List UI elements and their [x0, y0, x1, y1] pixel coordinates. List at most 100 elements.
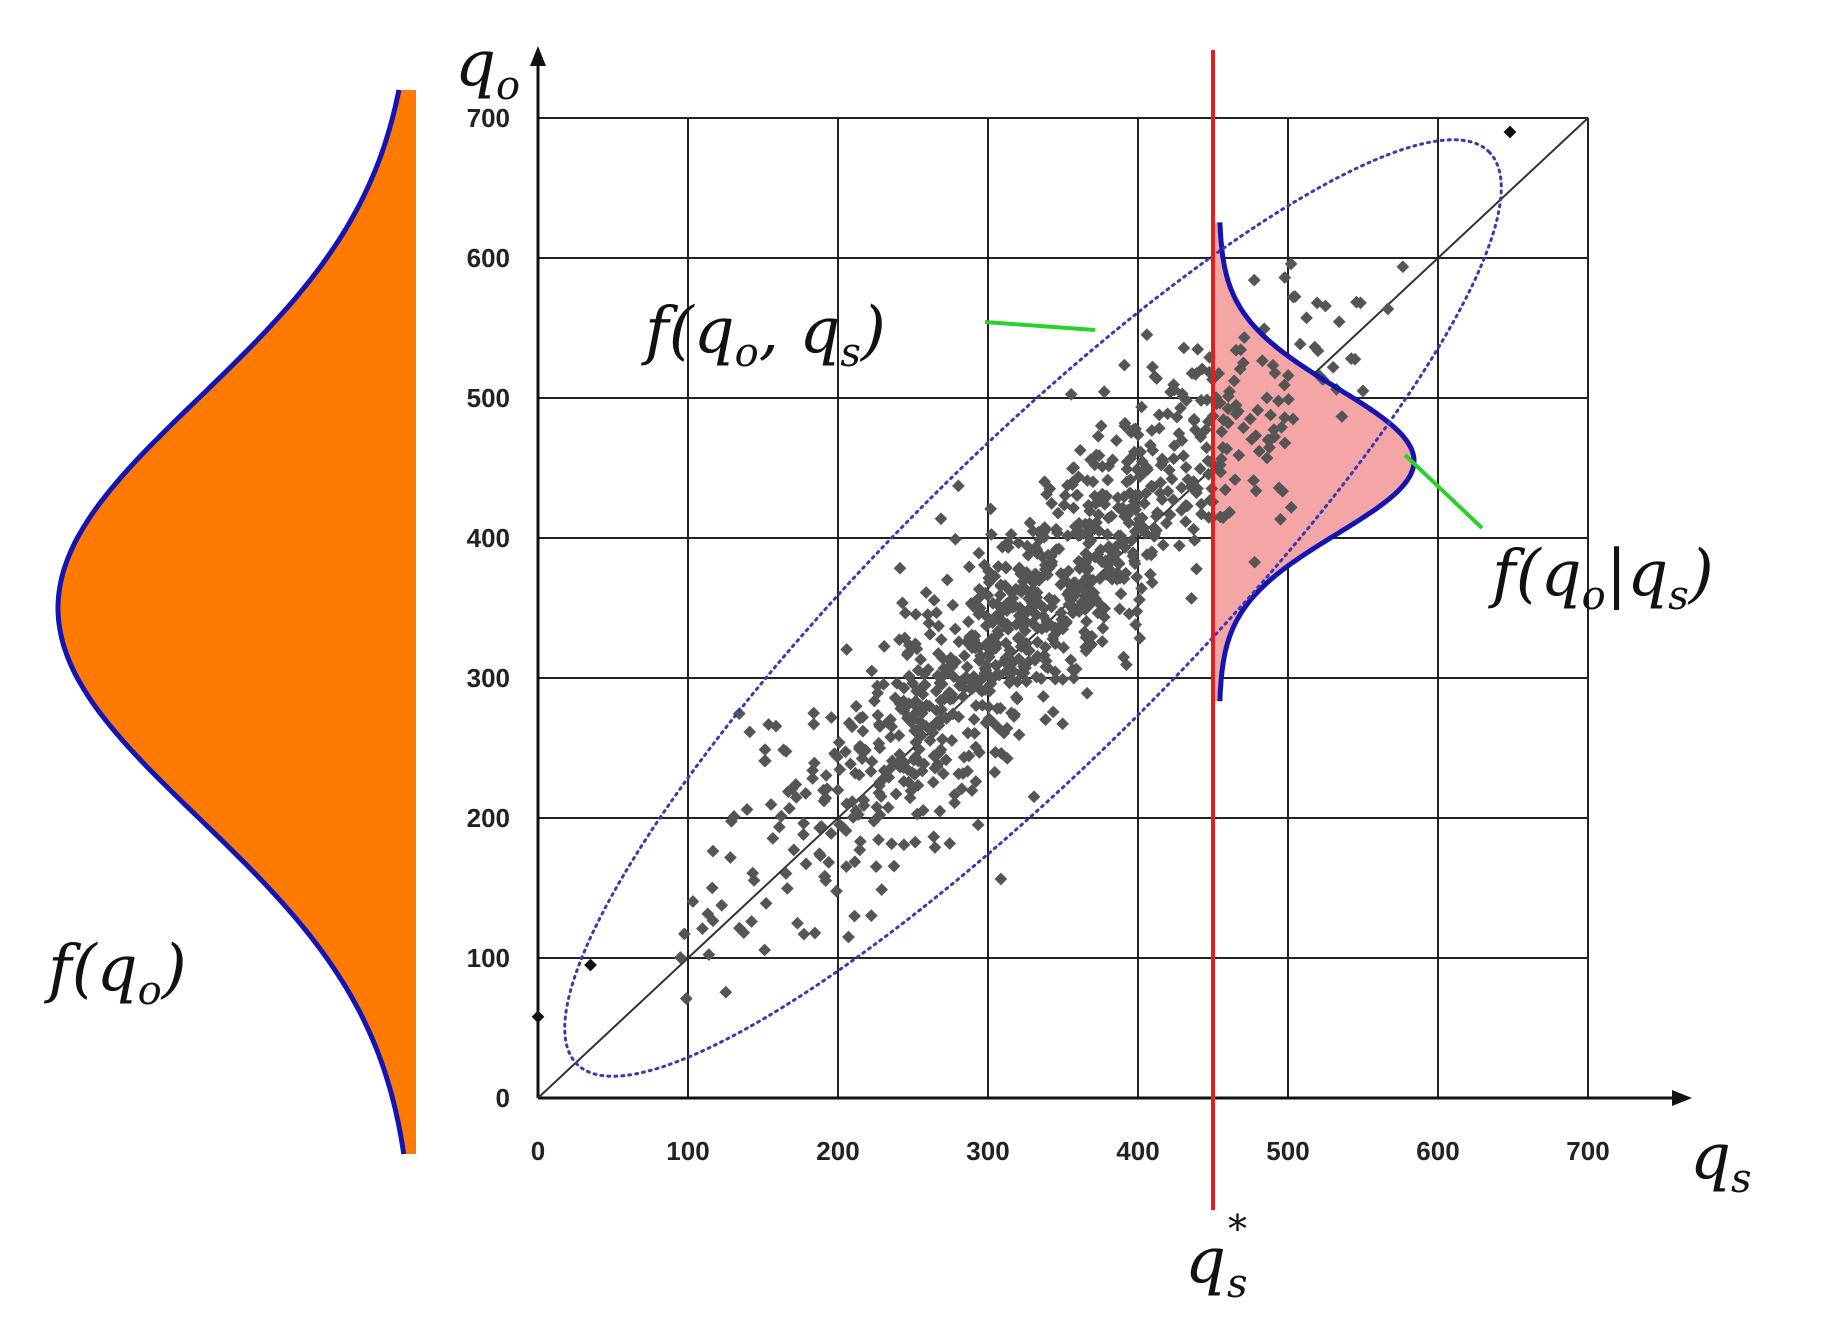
scatter-point [1130, 570, 1144, 584]
scatter-point [893, 561, 907, 575]
scatter-point [1177, 341, 1191, 355]
conditional-density [1213, 222, 1414, 702]
scatter-point [1012, 728, 1026, 742]
scatter-point [1133, 593, 1146, 607]
scatter-point [898, 606, 912, 620]
scatter-point [927, 830, 941, 844]
scatter-point [724, 851, 737, 864]
scatter-point [933, 804, 947, 818]
scatter-point [914, 715, 927, 729]
scatter-point [1080, 614, 1093, 628]
scatter-point [914, 653, 927, 666]
x-tick-label: 400 [1116, 1136, 1159, 1166]
scatter-point [1073, 443, 1087, 457]
scatter-point [758, 754, 772, 768]
scatter-point [1091, 429, 1105, 443]
scatter-point [908, 835, 922, 849]
scatter-point [1020, 539, 1034, 553]
scatter-point [1037, 690, 1050, 703]
x-axis-title: qs [1690, 1120, 1752, 1202]
scatter-point [797, 828, 810, 841]
scatter-point [1172, 539, 1186, 553]
scatter-point [1071, 488, 1084, 502]
y-tick-label: 500 [467, 383, 510, 413]
scatter-point [584, 958, 597, 972]
scatter-point [897, 838, 911, 852]
scatter-point [772, 820, 786, 834]
scatter-point [1080, 686, 1094, 700]
scatter-point [1067, 501, 1080, 515]
scatter-point [696, 922, 709, 935]
scatter-point [865, 664, 879, 678]
scatter-point [1185, 592, 1198, 605]
scatter-point [764, 798, 778, 811]
scatter-point [715, 898, 729, 912]
one-to-one-line [537, 117, 1589, 1099]
scatter-point [1190, 562, 1203, 576]
scatter-point [819, 769, 833, 782]
y-tick-label: 300 [467, 663, 510, 693]
conditional-density-label: f(qo|qs) [1488, 537, 1714, 619]
scatter-point [1101, 473, 1115, 487]
scatter-point [825, 711, 838, 724]
scatter-point [758, 743, 772, 756]
scatter-point [799, 857, 813, 871]
scatter-point [807, 717, 821, 731]
scatter-point [960, 660, 974, 674]
scatter-point [766, 832, 780, 845]
scatter-point [988, 765, 1002, 779]
x-tick-label: 100 [666, 1136, 709, 1166]
x-tick-label: 200 [816, 1136, 859, 1166]
scatter-point [1284, 257, 1298, 271]
scatter-point [831, 783, 845, 797]
x-tick-labels: 0 100 200 300 400 500 600 700 [531, 1136, 1610, 1166]
scatter-point [869, 860, 883, 874]
scatter-point [864, 909, 878, 922]
conditional-leader-line [1403, 453, 1484, 530]
scatter-point [1167, 452, 1180, 466]
scatter-point [1326, 360, 1340, 374]
scatter-point [719, 985, 733, 999]
scatter-point [889, 787, 903, 801]
scatter-point [932, 619, 945, 633]
scatter-point [923, 627, 937, 641]
scatter-point [1056, 717, 1069, 731]
scatter-point [840, 643, 854, 656]
scatter-point [1095, 635, 1109, 648]
scatter-point [807, 706, 821, 720]
scatter-point [922, 616, 936, 630]
scatter-point [1046, 705, 1060, 719]
scatter-point [1133, 631, 1147, 645]
scatter-point [946, 598, 960, 612]
scatter-point [705, 881, 719, 895]
y-tick-label: 700 [467, 103, 510, 133]
x-tick-label: 300 [966, 1136, 1009, 1166]
y-axis-arrow [530, 46, 546, 66]
scatter-point [745, 915, 758, 928]
scatter-point [853, 843, 867, 857]
scatter-point [1019, 643, 1033, 657]
scatter-point [1094, 419, 1108, 433]
scatter-point [1097, 385, 1111, 399]
x-tick-label: 700 [1566, 1136, 1609, 1166]
scatter-point [1058, 489, 1072, 503]
scatter-point [856, 724, 870, 738]
scatter-point [875, 883, 889, 896]
scatter-point [1027, 790, 1041, 804]
scatter-point [531, 1010, 545, 1024]
y-axis-title: qo [455, 27, 520, 109]
scatter-point [842, 930, 855, 944]
scatter-point [706, 844, 720, 858]
scatter-point [934, 633, 948, 647]
scatter-point [740, 803, 754, 816]
scatter-point [759, 897, 773, 910]
scatter-point [702, 948, 716, 962]
scatter-point [967, 713, 981, 726]
scatter-point [919, 586, 933, 599]
scatter-point [1177, 449, 1190, 463]
scatter-point [1140, 328, 1154, 342]
scatter-point [849, 699, 863, 713]
y-tick-label: 0 [496, 1083, 510, 1113]
scatter-point [1114, 587, 1128, 601]
